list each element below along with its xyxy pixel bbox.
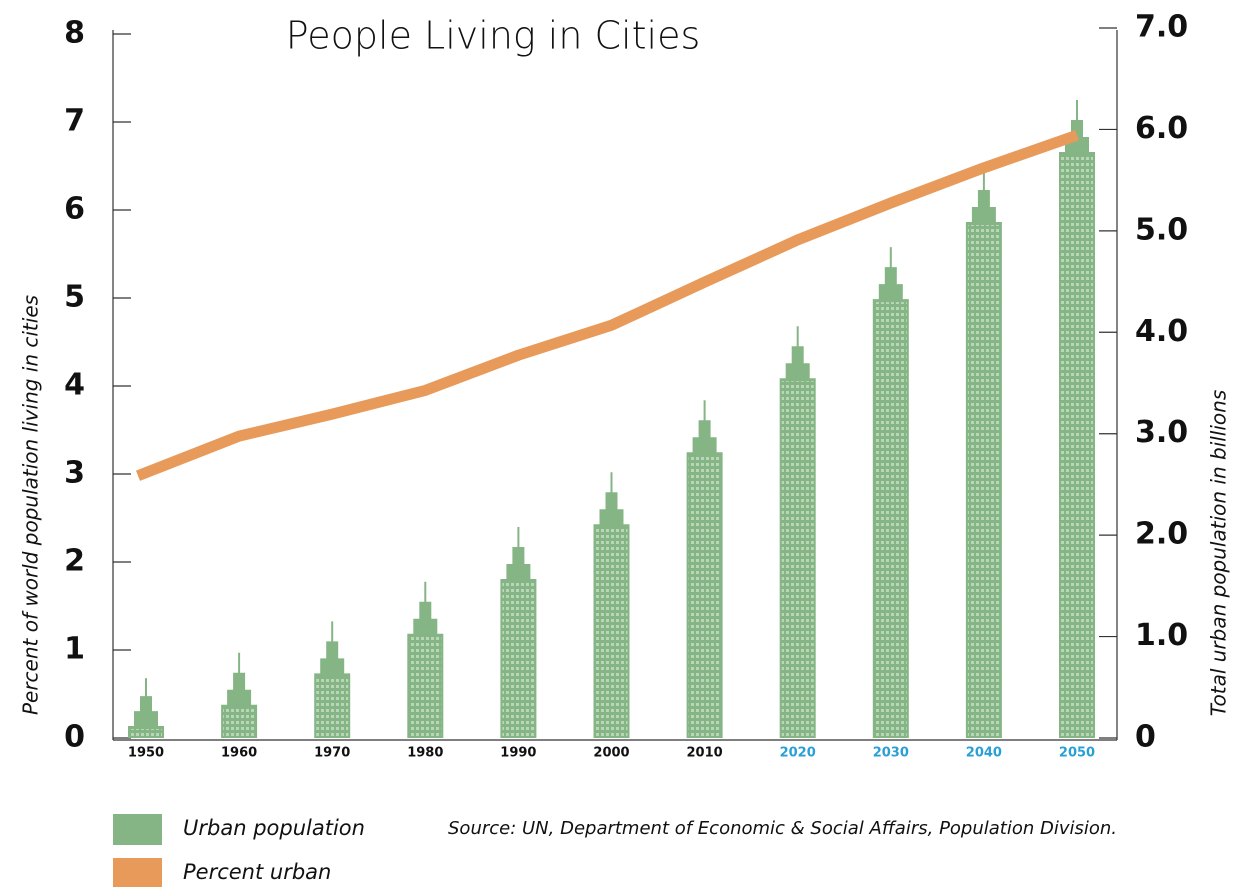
- y-tick-label: 8: [64, 16, 85, 51]
- x-tick-label: 2030: [873, 746, 909, 761]
- y2-tick-label: 5.0: [1135, 212, 1188, 247]
- x-tick-label: 2000: [593, 746, 629, 761]
- building-windows: [781, 381, 814, 738]
- y-tick-label: 7: [64, 104, 85, 139]
- y-tick-label: 1: [64, 632, 85, 667]
- y2-tick-label: 6.0: [1135, 111, 1188, 146]
- line: [135, 130, 1079, 481]
- y-axis-label: Percent of world population living in ci…: [19, 295, 43, 715]
- x-tick-label: 1960: [221, 746, 257, 761]
- building-windows: [502, 582, 535, 738]
- x-tick-label: 2050: [1059, 746, 1095, 761]
- y-tick-label: 2: [64, 544, 85, 579]
- building-windows: [688, 455, 721, 738]
- y2-tick-label: 0: [1135, 720, 1156, 755]
- y-tick-label: 4: [64, 368, 85, 403]
- legend-label: Percent urban: [183, 860, 331, 884]
- x-tick-label: 2020: [780, 746, 816, 761]
- y2-tick-label: 2.0: [1135, 517, 1188, 552]
- y2-tick-label: 4.0: [1135, 314, 1188, 349]
- building-windows: [967, 225, 1000, 738]
- x-tick-label: 1970: [314, 746, 350, 761]
- building-windows: [130, 729, 162, 738]
- building-bar: [128, 678, 164, 738]
- y2-tick-label: 7.0: [1135, 10, 1188, 45]
- building-windows: [223, 707, 256, 738]
- legend-swatch: [113, 814, 162, 845]
- y-tick-label: 6: [64, 192, 85, 227]
- y-tick-label: 0: [64, 720, 85, 755]
- building-windows: [874, 302, 907, 738]
- chart-title: People Living in Cities: [286, 14, 701, 58]
- legend-label: Urban population: [183, 816, 365, 840]
- x-tick-label: 2010: [687, 746, 723, 761]
- y2-tick-label: 3.0: [1135, 415, 1188, 450]
- y2-tick-label: 1.0: [1135, 618, 1188, 653]
- x-tick-label: 1950: [128, 746, 164, 761]
- building-windows: [316, 676, 349, 738]
- building-windows: [595, 527, 628, 738]
- y-tick-label: 5: [64, 280, 85, 315]
- x-tick-label: 1980: [407, 746, 443, 761]
- x-tick-label: 2040: [966, 746, 1002, 761]
- x-tick-label: 1990: [500, 746, 536, 761]
- y-tick-label: 3: [64, 456, 85, 491]
- building-windows: [1061, 155, 1093, 738]
- y2-axis-label: Total urban population in billions: [1207, 390, 1231, 717]
- building-windows: [409, 636, 442, 738]
- legend-swatch: [113, 858, 162, 887]
- source-note: Source: UN, Department of Economic & Soc…: [448, 818, 1117, 839]
